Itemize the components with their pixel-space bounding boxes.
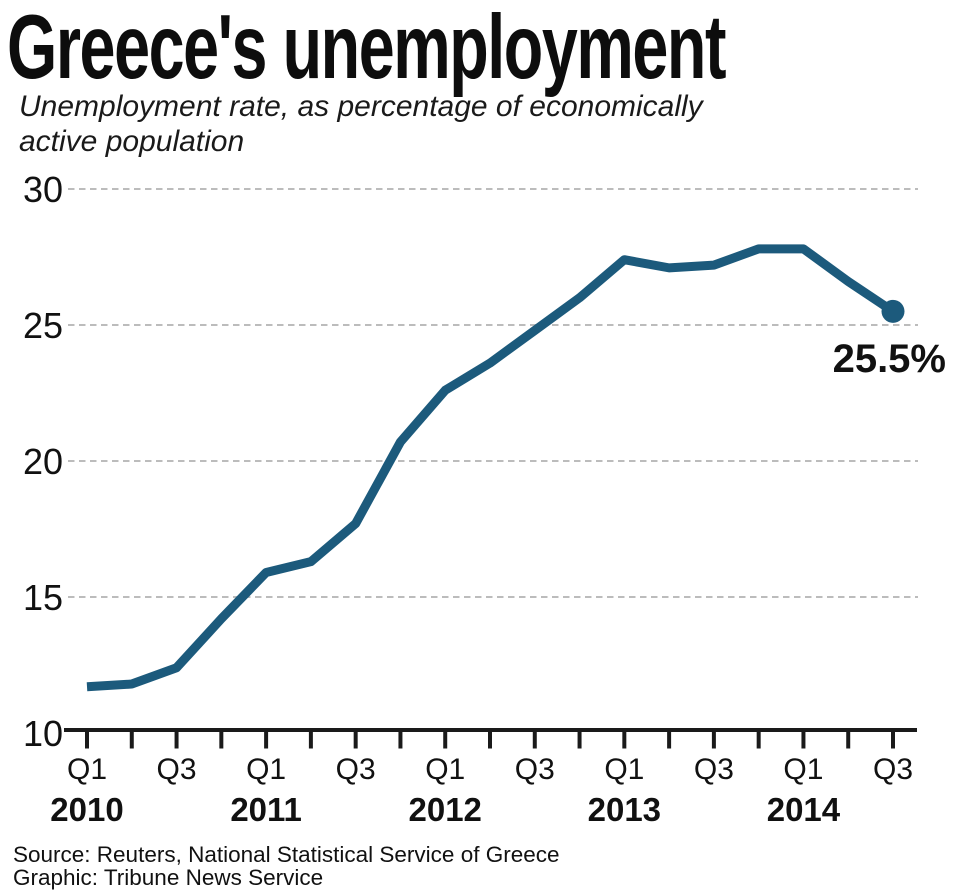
x-tick-label-q1-2012: Q1 [425, 753, 465, 786]
y-axis-label-30: 30 [23, 169, 63, 210]
page-title: Greece's unemployment [7, 0, 726, 98]
x-tick-label-q3-2010: Q3 [157, 753, 197, 786]
y-axis-label-25: 25 [23, 305, 63, 346]
x-tick-label-q1-2013: Q1 [604, 753, 644, 786]
x-tick-label-q3-2014: Q3 [873, 753, 913, 786]
x-tick-label-q1-2011: Q1 [246, 753, 286, 786]
y-axis-label-10: 10 [23, 713, 63, 754]
chart-subtitle-line-2: active population [19, 125, 245, 158]
year-label-2013: 2013 [588, 791, 661, 828]
source-credit-block: Source: Reuters, National Statistical Se… [13, 842, 560, 890]
x-tick-label-q3-2013: Q3 [694, 753, 734, 786]
y-axis-label-20: 20 [23, 441, 63, 482]
x-tick-label-q3-2011: Q3 [336, 753, 376, 786]
source-line: Source: Reuters, National Statistical Se… [13, 842, 560, 867]
x-tick-label-q1-2010: Q1 [67, 753, 107, 786]
x-tick-label-q3-2012: Q3 [515, 753, 555, 786]
endpoint-marker-dot [881, 299, 905, 323]
x-tick-label-q1-2014: Q1 [783, 753, 823, 786]
end-value-label: 25.5% [833, 337, 946, 381]
chart-subtitle-line-1: Unemployment rate, as percentage of econ… [19, 90, 703, 123]
credit-line: Graphic: Tribune News Service [13, 864, 324, 890]
unemployment-rate-line [86, 244, 896, 692]
year-label-2011: 2011 [230, 791, 302, 828]
year-label-2012: 2012 [409, 791, 482, 828]
chart-subtitle: Unemployment rate, as percentage of econ… [19, 89, 703, 159]
year-label-2010: 2010 [50, 791, 123, 828]
year-label-2014: 2014 [767, 791, 841, 828]
y-axis-label-15: 15 [23, 577, 63, 618]
